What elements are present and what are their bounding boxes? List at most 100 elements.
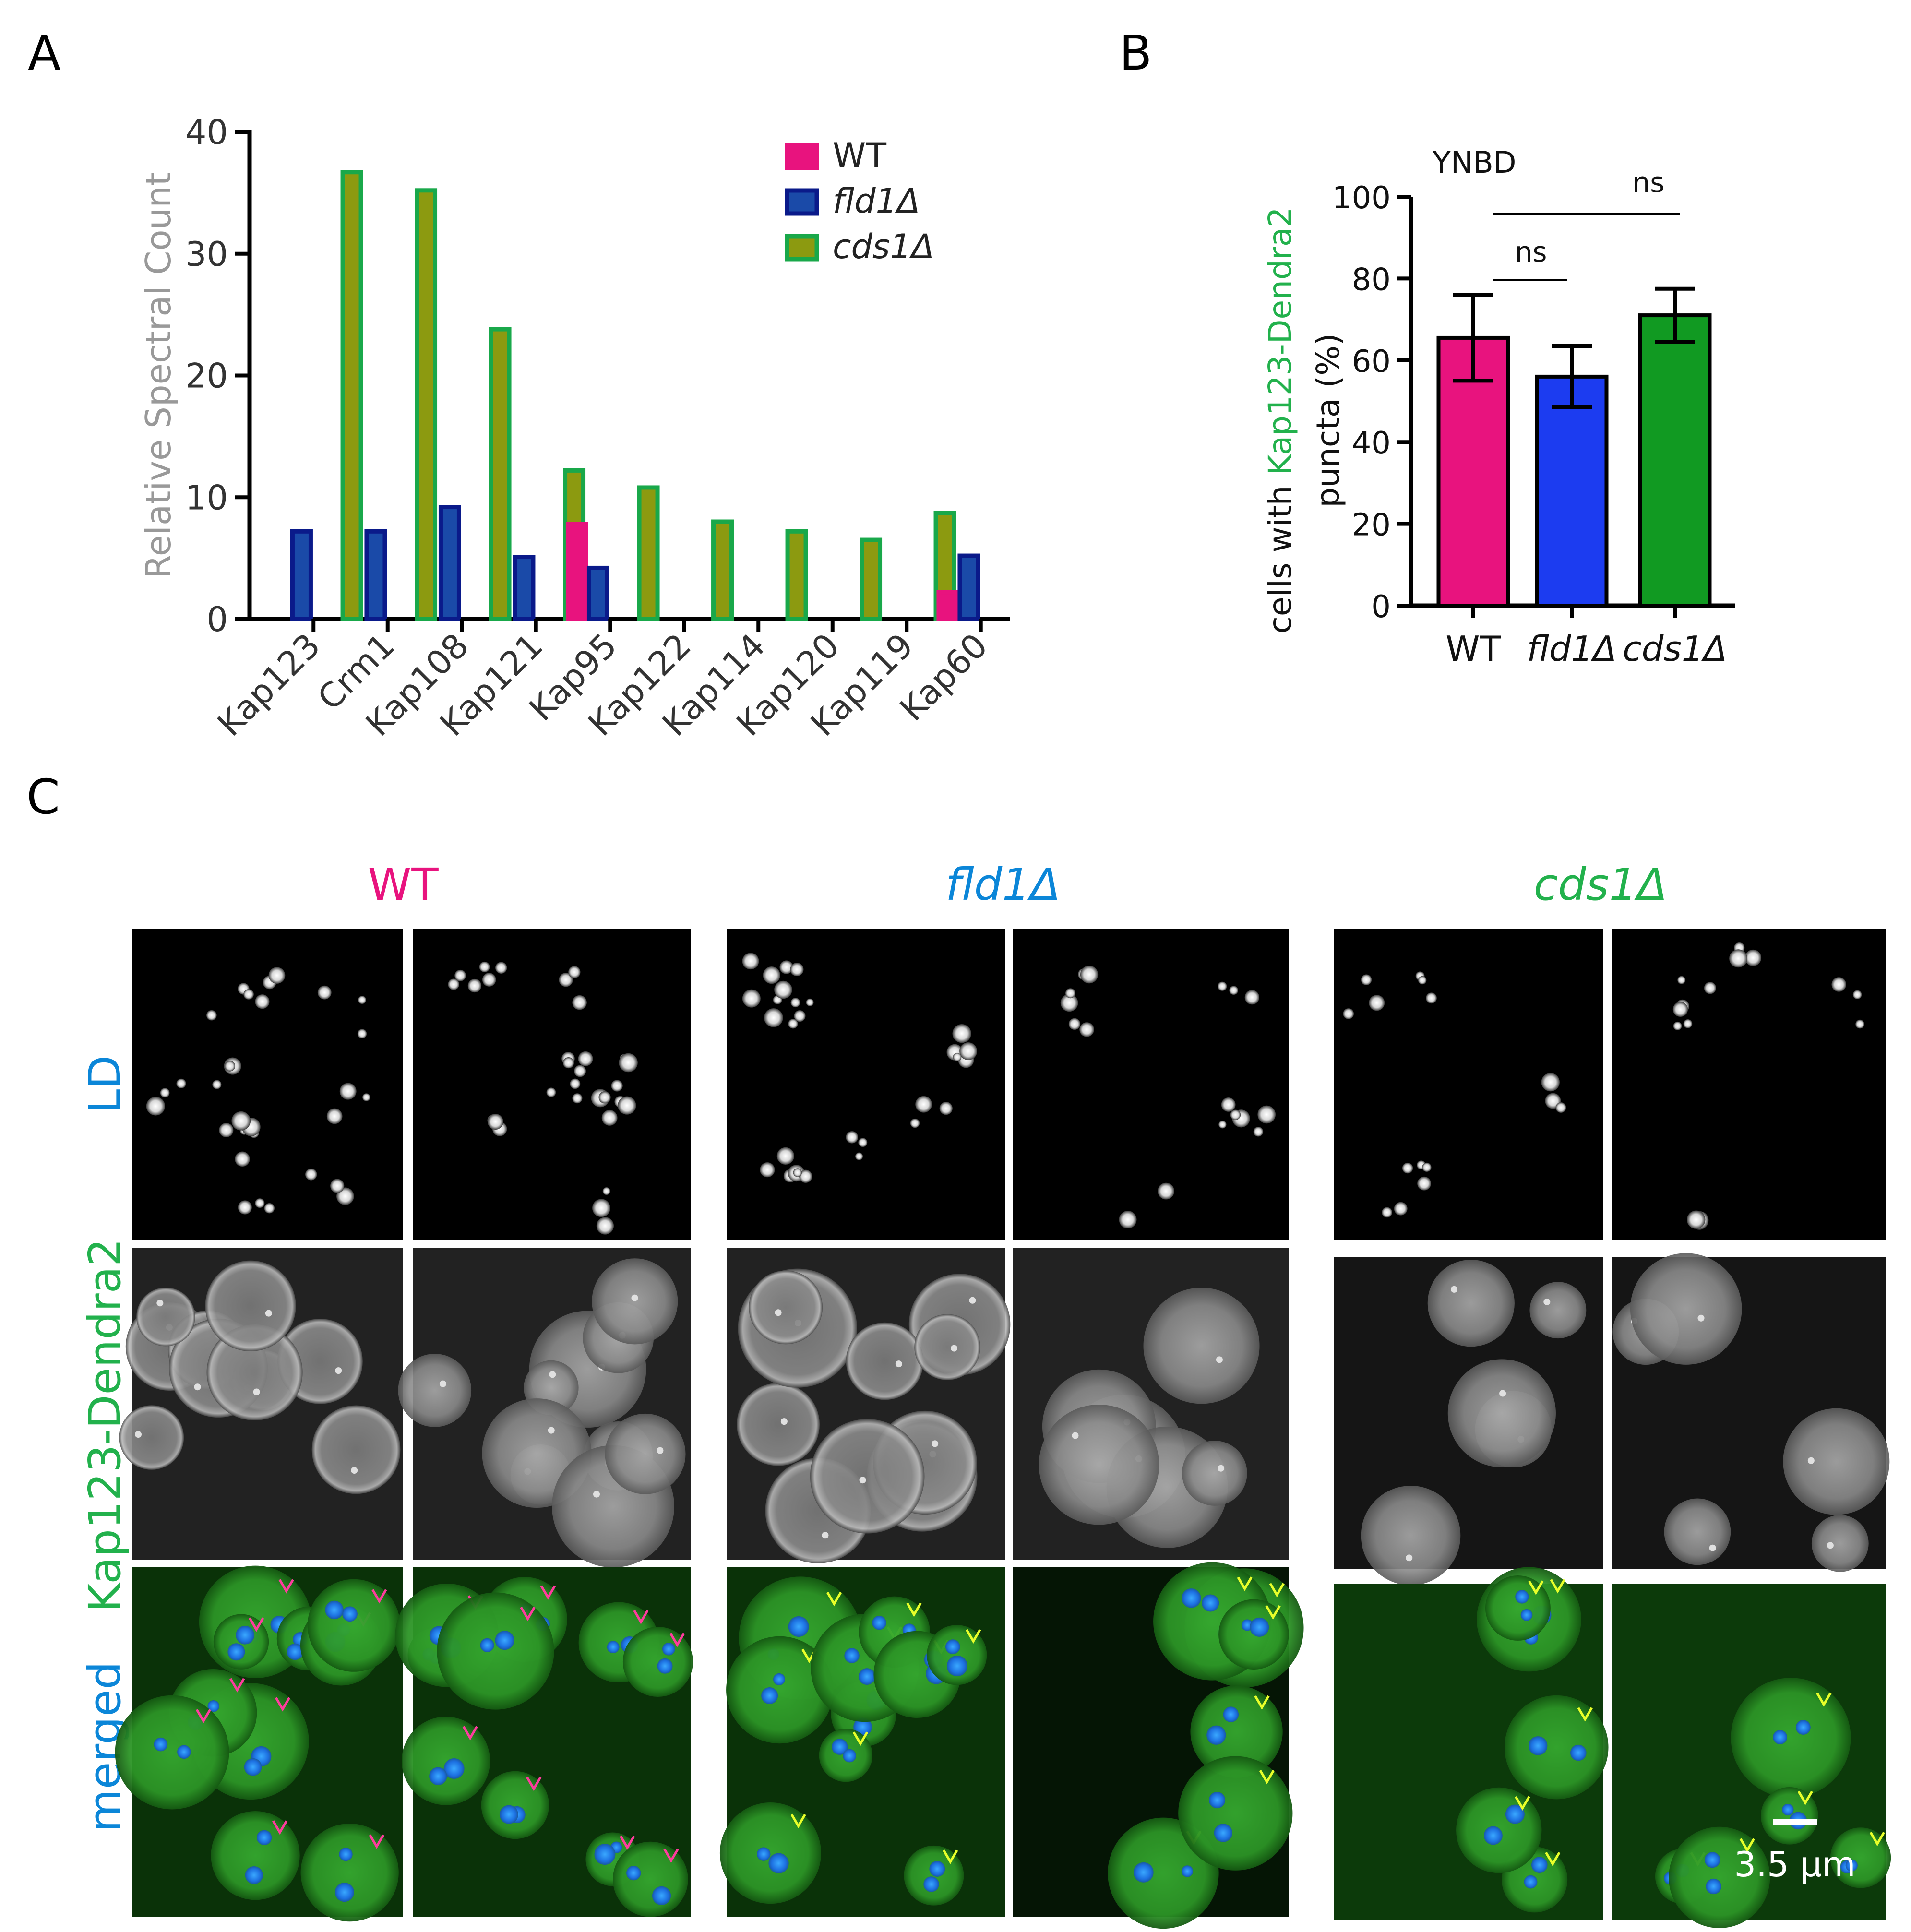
- lipid-droplet: [923, 1876, 939, 1892]
- lipid-droplet: [443, 1758, 465, 1779]
- lipid-droplet: [176, 1078, 186, 1089]
- micrograph-tile: [132, 929, 403, 1240]
- arrowhead-marker: [633, 1610, 649, 1624]
- lipid-droplet: [779, 960, 793, 974]
- lipid-droplet: [594, 1844, 616, 1865]
- lipid-droplet: [224, 1061, 236, 1072]
- bar-cds1-kap114: [785, 529, 808, 621]
- arrowhead-marker: [965, 1629, 981, 1644]
- bar-cds1-kap120: [860, 537, 883, 621]
- lipid-droplet: [1206, 1725, 1226, 1745]
- lipid-droplet: [207, 1700, 220, 1712]
- lipid-droplet: [212, 1080, 222, 1089]
- kap-punctum: [657, 1447, 664, 1454]
- lipid-droplet: [832, 1739, 848, 1755]
- lipid-droplet: [487, 1114, 503, 1130]
- lipid-droplet: [238, 1200, 252, 1215]
- arrowhead-marker: [1869, 1832, 1885, 1847]
- lipid-droplet: [872, 1615, 886, 1630]
- lipid-droplet: [761, 1687, 778, 1704]
- micrograph-tile: [1013, 929, 1289, 1240]
- kap-punctum: [253, 1388, 260, 1395]
- chart-b-title: YNBD: [1432, 145, 1517, 180]
- y-axis-title-part: Kap123-Dendra2: [1262, 207, 1299, 476]
- arrowhead-marker: [1550, 1579, 1565, 1594]
- lipid-droplet: [1706, 1878, 1721, 1895]
- kap-punctum: [156, 1300, 164, 1307]
- kap-punctum: [335, 1367, 342, 1374]
- lipid-droplet: [662, 1642, 675, 1656]
- lipid-droplet: [1422, 1162, 1432, 1172]
- arrowhead-marker: [790, 1813, 806, 1828]
- kap-punctum: [1499, 1390, 1506, 1397]
- lipid-droplet: [1080, 966, 1099, 984]
- lipid-droplet: [806, 998, 814, 1006]
- y-axis-title-line1: cells with Kap123-Dendra2: [1262, 207, 1299, 634]
- lipid-droplet: [1361, 974, 1372, 985]
- cell: [914, 1314, 980, 1380]
- panel-letter-a: A: [28, 25, 60, 81]
- lipid-droplet: [1729, 949, 1748, 968]
- cell: [1447, 1359, 1556, 1467]
- bar-cds1-crm1: [415, 188, 438, 621]
- lipid-droplet: [1515, 1590, 1529, 1604]
- lipid-droplet: [1079, 1022, 1094, 1037]
- arrowhead-marker: [526, 1777, 542, 1791]
- cell: [401, 1717, 490, 1805]
- lipid-droplet: [611, 1080, 623, 1092]
- arrowhead-marker: [1269, 1583, 1285, 1598]
- kap-punctum: [593, 1491, 600, 1498]
- lipid-droplet: [1229, 986, 1239, 995]
- arrowhead-marker: [1739, 1838, 1755, 1853]
- cell: [1630, 1253, 1742, 1365]
- significance-label: ns: [1515, 236, 1547, 268]
- lipid-droplet: [1065, 988, 1075, 999]
- lipid-droplet: [357, 1029, 367, 1038]
- lipid-droplet: [790, 963, 804, 977]
- micrograph-tile: [1612, 929, 1886, 1240]
- cell: [1427, 1260, 1515, 1347]
- lipid-droplet: [499, 1805, 518, 1824]
- cell: [1182, 1441, 1247, 1506]
- kap-punctum: [549, 1371, 556, 1378]
- arrowhead-marker: [520, 1607, 536, 1622]
- arrowhead-marker: [826, 1592, 842, 1607]
- y-tick-label: 30: [185, 235, 228, 274]
- arrowhead-marker: [1265, 1605, 1281, 1620]
- lipid-droplet: [1060, 994, 1078, 1012]
- cell: [1039, 1404, 1159, 1525]
- lipid-droplet: [317, 985, 332, 1000]
- lipid-droplet: [1218, 1121, 1227, 1129]
- lipid-droplet: [855, 1152, 863, 1160]
- lipid-droplet: [479, 961, 490, 972]
- lipid-droplet: [592, 1199, 610, 1217]
- y-axis-title: Relative Spectral Count: [138, 172, 179, 579]
- lipid-droplet: [330, 1179, 345, 1193]
- cell: [211, 1811, 300, 1900]
- arrowhead-marker: [906, 1602, 922, 1617]
- lipid-droplet: [325, 1600, 344, 1620]
- kap-punctum: [859, 1477, 866, 1484]
- lipid-droplet: [1418, 976, 1427, 985]
- cell: [1178, 1756, 1293, 1871]
- y-tick-label: 20: [1352, 508, 1391, 543]
- bar-fld1-kap95: [586, 565, 609, 621]
- lipid-droplet: [1831, 977, 1847, 992]
- lipid-droplet: [244, 1758, 262, 1776]
- legend-swatch-fld1: [785, 188, 819, 216]
- lipid-droplet: [601, 1109, 618, 1126]
- lipid-droplet: [559, 973, 573, 987]
- lipid-droplet: [243, 989, 254, 1000]
- lipid-droplet: [790, 998, 800, 1008]
- lipid-droplet: [570, 1078, 581, 1089]
- cell: [1669, 1826, 1770, 1928]
- kap-punctum: [351, 1467, 358, 1474]
- lipid-droplet: [231, 1111, 251, 1131]
- lipid-droplet: [843, 1749, 857, 1763]
- lipid-droplet: [1672, 1002, 1688, 1017]
- bar-fld1-crm1: [364, 529, 387, 621]
- lipid-droplet: [1524, 1875, 1538, 1889]
- kap-punctum: [1543, 1298, 1551, 1305]
